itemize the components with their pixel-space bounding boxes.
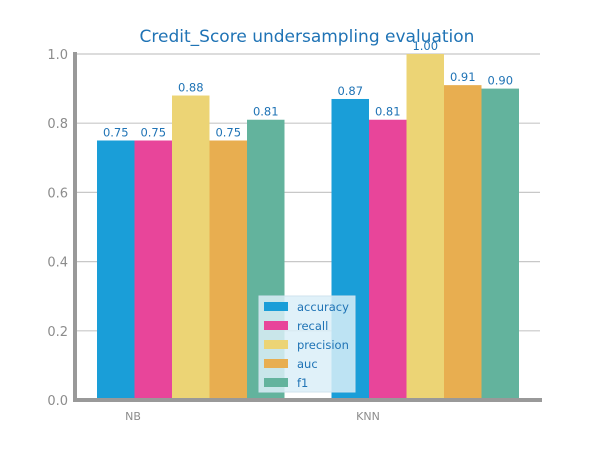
legend-swatch xyxy=(264,321,288,330)
y-axis-ticks: 0.0 0.2 0.4 0.6 0.8 1.0 xyxy=(47,48,68,409)
axes xyxy=(73,52,542,402)
bar-f1-KNN xyxy=(481,88,519,400)
y-tick-label: 0.4 xyxy=(47,256,68,271)
x-tick-label: KNN xyxy=(356,410,380,423)
legend-swatch xyxy=(264,340,288,349)
chart-title: Credit_Score undersampling evaluation xyxy=(140,27,475,47)
legend-label: recall xyxy=(297,319,328,333)
legend-label: accuracy xyxy=(297,300,349,314)
data-label: 1.00 xyxy=(412,39,438,53)
x-tick-label: NB xyxy=(125,410,141,423)
bar-recall-NB xyxy=(134,140,172,400)
bar-auc-KNN xyxy=(444,85,482,400)
data-label: 0.81 xyxy=(253,105,279,119)
data-label: 0.87 xyxy=(337,84,363,98)
data-label: 0.90 xyxy=(487,74,513,88)
data-label: 0.81 xyxy=(375,105,401,119)
data-labels: 0.75 0.75 0.88 0.75 0.81 0.87 0.81 1.00 0.91 0.90 xyxy=(103,39,513,140)
data-label: 0.88 xyxy=(178,81,204,95)
y-tick-label: 0.6 xyxy=(47,186,68,201)
legend-label: f1 xyxy=(297,376,308,390)
x-axis-ticks: NB KNN xyxy=(125,410,380,423)
legend: accuracy recall precision auc f1 xyxy=(258,295,356,393)
bar-accuracy-NB xyxy=(97,140,135,400)
data-label: 0.91 xyxy=(450,70,476,84)
y-tick-label: 0.0 xyxy=(47,394,68,409)
bar-auc-NB xyxy=(209,140,247,400)
bar-recall-KNN xyxy=(369,119,407,401)
bar-series xyxy=(97,54,519,401)
data-label: 0.75 xyxy=(103,126,129,140)
bar-precision-KNN xyxy=(406,54,444,400)
legend-swatch xyxy=(264,302,288,311)
y-tick-label: 0.8 xyxy=(47,117,68,132)
y-tick-label: 0.2 xyxy=(47,325,68,340)
legend-label: auc xyxy=(297,357,318,371)
data-label: 0.75 xyxy=(215,126,241,140)
legend-swatch xyxy=(264,378,288,387)
bar-precision-NB xyxy=(172,95,210,401)
legend-label: precision xyxy=(297,338,349,352)
legend-swatch xyxy=(264,359,288,368)
data-label: 0.75 xyxy=(140,126,166,140)
y-tick-label: 1.0 xyxy=(47,48,68,63)
